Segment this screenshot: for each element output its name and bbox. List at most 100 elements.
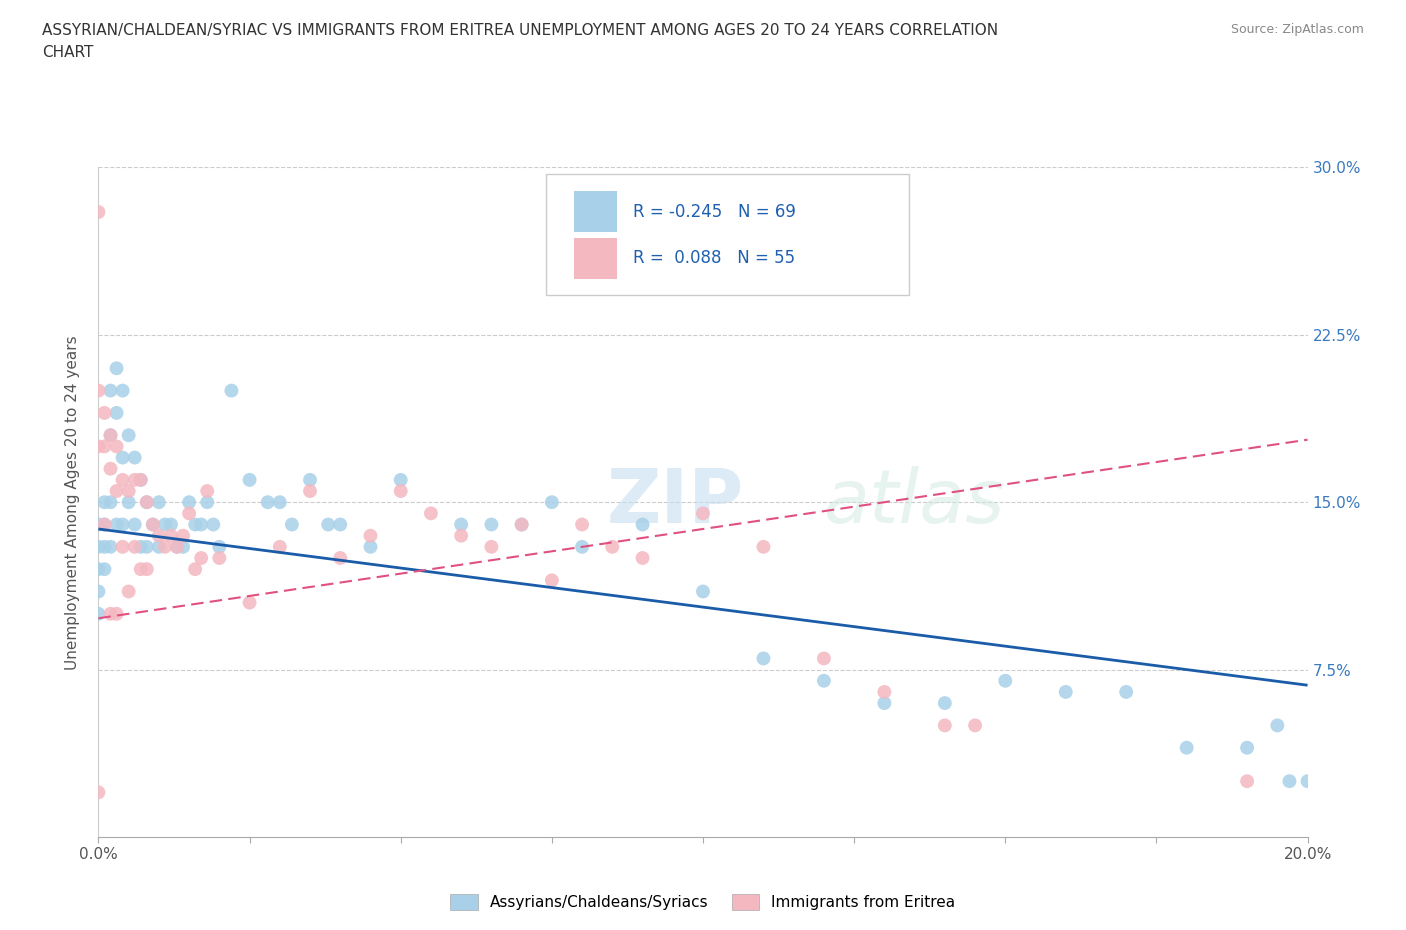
Point (208, 551, 231, 565)
Point (129, 562, 152, 577)
Point (166, 539, 188, 554)
Point (934, 718, 956, 733)
Point (389, 472, 412, 487)
Point (87, 383, 110, 398)
Point (571, 539, 593, 554)
Point (100, 461, 122, 476)
Point (360, 539, 382, 554)
Point (87, 439, 110, 454)
Point (124, 517, 146, 532)
Point (142, 517, 165, 532)
Point (752, 651, 775, 666)
Point (360, 528, 382, 543)
Point (631, 551, 654, 565)
Point (208, 539, 231, 554)
Point (481, 539, 503, 554)
Point (100, 606, 122, 621)
Text: Source: ZipAtlas.com: Source: ZipAtlas.com (1230, 23, 1364, 36)
Point (1175, 740, 1198, 755)
Point (118, 428, 141, 443)
Point (153, 539, 176, 554)
Point (93, 405, 115, 420)
Point (965, 718, 987, 733)
Point (329, 517, 352, 532)
Point (510, 517, 533, 532)
Point (994, 673, 1017, 688)
Point (269, 495, 291, 510)
Point (1236, 740, 1258, 755)
Point (87, 562, 110, 577)
Point (316, 517, 339, 532)
Point (269, 539, 291, 554)
Point (1054, 684, 1077, 699)
Point (111, 517, 134, 532)
Point (118, 495, 141, 510)
Text: atlas: atlas (824, 466, 1005, 538)
Point (111, 472, 134, 487)
Point (184, 562, 207, 577)
Point (93, 439, 115, 454)
Point (934, 696, 956, 711)
Point (87, 606, 110, 621)
Point (299, 484, 322, 498)
Point (166, 539, 188, 554)
Legend: Assyrians/Chaldeans/Syriacs, Immigrants from Eritrea: Assyrians/Chaldeans/Syriacs, Immigrants … (444, 888, 962, 916)
Point (129, 472, 152, 487)
Point (93, 562, 115, 577)
Point (195, 495, 218, 510)
Point (873, 696, 896, 711)
Point (105, 439, 128, 454)
Point (281, 517, 304, 532)
Point (87, 785, 110, 800)
Point (179, 506, 201, 521)
Point (100, 495, 122, 510)
Point (124, 450, 146, 465)
Point (93, 517, 115, 532)
Point (100, 383, 122, 398)
FancyBboxPatch shape (574, 191, 617, 232)
Point (142, 517, 165, 532)
Point (105, 405, 128, 420)
Point (1236, 774, 1258, 789)
Point (87, 584, 110, 599)
Point (221, 383, 243, 398)
Point (256, 495, 278, 510)
Y-axis label: Unemployment Among Ages 20 to 24 years: Unemployment Among Ages 20 to 24 years (65, 335, 80, 670)
Point (118, 484, 141, 498)
Point (129, 472, 152, 487)
Point (148, 528, 170, 543)
Point (135, 495, 157, 510)
Point (160, 517, 183, 532)
Point (124, 539, 146, 554)
Text: CHART: CHART (42, 45, 94, 60)
Point (87, 517, 110, 532)
Point (239, 595, 262, 610)
Point (202, 517, 225, 532)
Point (179, 495, 201, 510)
Point (135, 495, 157, 510)
Point (87, 205, 110, 219)
Point (692, 584, 714, 599)
Point (184, 517, 207, 532)
Point (481, 517, 503, 532)
Point (135, 562, 157, 577)
Point (239, 472, 262, 487)
Point (153, 517, 176, 532)
Point (1115, 684, 1137, 699)
Point (100, 428, 122, 443)
Point (129, 539, 152, 554)
Point (450, 528, 472, 543)
Point (111, 539, 134, 554)
Point (135, 539, 157, 554)
Point (190, 517, 212, 532)
Point (813, 651, 835, 666)
Point (389, 484, 412, 498)
Text: ASSYRIAN/CHALDEAN/SYRIAC VS IMMIGRANTS FROM ERITREA UNEMPLOYMENT AMONG AGES 20 T: ASSYRIAN/CHALDEAN/SYRIAC VS IMMIGRANTS F… (42, 23, 998, 38)
Point (105, 361, 128, 376)
Point (111, 383, 134, 398)
FancyBboxPatch shape (546, 174, 908, 295)
Point (1267, 718, 1289, 733)
Point (124, 472, 146, 487)
Point (329, 551, 352, 565)
Point (190, 551, 212, 565)
